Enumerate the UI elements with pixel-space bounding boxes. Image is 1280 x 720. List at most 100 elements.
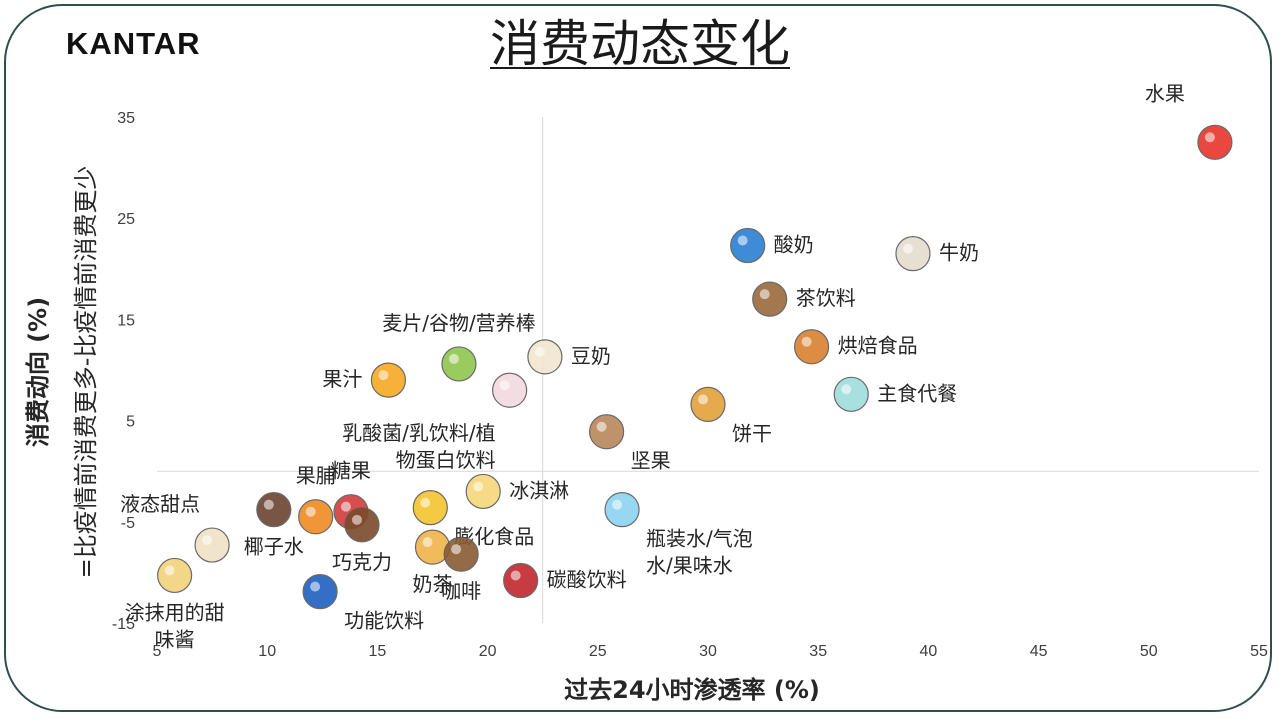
point-label: 奶茶: [413, 572, 453, 596]
drink-bottles-icon: [492, 372, 528, 408]
axes-group: 5 10 15 20 25 30 35 40 45 50 55 35 25 15 5 -5 -15: [112, 110, 1268, 660]
point-marker: [793, 329, 830, 365]
point-highlight: [448, 353, 459, 364]
point-highlight: [473, 481, 484, 492]
point-highlight: [263, 499, 274, 510]
x-tick-label: 20: [479, 643, 497, 660]
soy-milk-bottle-icon: [527, 339, 563, 375]
noodle-bowl-icon: [833, 376, 869, 412]
point-label: 烘焙食品: [838, 334, 918, 358]
x-axis-label: 过去24小时渗透率 (%): [564, 676, 820, 704]
point-label: 乳酸菌/乳饮料/植: [342, 421, 495, 445]
point-label: 主食代餐: [877, 381, 957, 405]
point-highlight: [499, 380, 510, 391]
y-axis-label: 消费动向 (%): [24, 297, 52, 447]
point-label: 巧克力: [332, 550, 392, 574]
point-highlight: [612, 499, 623, 510]
point-marker: [895, 236, 931, 272]
point-label: 麦片/谷物/营养棒: [382, 311, 535, 335]
point-highlight: [164, 565, 175, 576]
point-highlight: [534, 346, 545, 357]
x-tick-label: 15: [369, 643, 387, 660]
juice-glass-icon: [370, 362, 407, 398]
point-highlight: [596, 421, 607, 432]
kantar-logo: KANTAR: [66, 26, 201, 61]
x-tick-label: 50: [1140, 643, 1158, 660]
point-label: 功能饮料: [344, 609, 424, 633]
point-marker: [752, 281, 788, 317]
point-label: 咖啡: [441, 579, 481, 603]
point-label: 水果: [1145, 81, 1185, 105]
point-label: 味酱: [155, 627, 195, 651]
yogurt-icon: [730, 227, 766, 264]
point-label: 液态甜点: [120, 492, 200, 516]
ice-cream-icon: [465, 473, 501, 510]
point-marker: [370, 362, 407, 398]
x-tick-label: 45: [1030, 643, 1048, 660]
point-marker: [302, 574, 338, 610]
y-axis-sublabel: =比疫情前消费更多-比疫情前消费更少: [72, 166, 100, 579]
point-highlight: [420, 497, 431, 508]
point-marker: [344, 507, 380, 543]
point-label: 物蛋白饮料: [396, 448, 496, 472]
cookie-icon: [690, 386, 726, 423]
sports-bottle-icon: [302, 574, 338, 610]
soda-bottle-icon: [503, 562, 539, 599]
point-highlight: [698, 394, 708, 405]
x-tick-label: 10: [258, 643, 276, 660]
point-marker: [492, 372, 528, 408]
point-label: 椰子水: [244, 535, 304, 559]
point-label: 茶饮料: [796, 286, 856, 310]
slide-frame: [4, 4, 1272, 712]
point-marker: [412, 490, 448, 526]
point-highlight: [340, 501, 351, 512]
toast-spread-icon: [157, 557, 193, 594]
y-tick-label: -15: [112, 616, 135, 633]
pudding-bowl-icon: [194, 527, 230, 563]
point-label: 糖果: [331, 459, 371, 483]
point-highlight: [202, 535, 213, 546]
point-marker: [604, 492, 640, 528]
point-label: 冰淇淋: [509, 478, 569, 502]
point-marker: [298, 499, 334, 535]
point-marker: [730, 227, 766, 264]
tea-cup-icon: [752, 281, 788, 317]
point-marker: [690, 386, 726, 423]
point-marker: [443, 536, 479, 572]
point-marker: [194, 527, 230, 563]
x-tick-label: 30: [699, 643, 717, 660]
y-tick-label: -5: [121, 515, 135, 532]
dried-fruit-icon: [298, 499, 334, 535]
point-label: 饼干: [732, 421, 772, 445]
point-highlight: [305, 506, 316, 517]
point-marker: [1197, 124, 1233, 160]
point-marker: [256, 492, 292, 528]
point-highlight: [841, 384, 852, 395]
point-highlight: [737, 235, 748, 246]
point-marker: [157, 557, 193, 594]
x-tick-label: 25: [589, 643, 607, 660]
x-tick-label: 55: [1250, 643, 1268, 660]
point-marker: [833, 376, 869, 412]
chocolate-icon: [344, 507, 380, 543]
point-marker: [441, 346, 477, 382]
baked-goods-icon: [793, 329, 830, 365]
point-marker: [503, 562, 539, 599]
point-marker: [465, 473, 501, 510]
point-marker: [589, 414, 625, 450]
fruit-icon: [1197, 124, 1233, 160]
point-highlight: [510, 570, 521, 581]
point-highlight: [310, 581, 321, 592]
point-highlight: [902, 243, 913, 254]
y-tick-label: 35: [117, 110, 135, 127]
coffee-cup-icon: [443, 536, 479, 572]
point-label: 牛奶: [939, 241, 979, 265]
nuts-icon: [589, 414, 625, 450]
point-marker: [527, 339, 563, 375]
point-label: 果汁: [322, 367, 362, 391]
point-label: 酸奶: [774, 233, 814, 257]
y-tick-label: 5: [126, 414, 135, 431]
fries-icon: [412, 490, 448, 526]
point-highlight: [759, 289, 770, 300]
